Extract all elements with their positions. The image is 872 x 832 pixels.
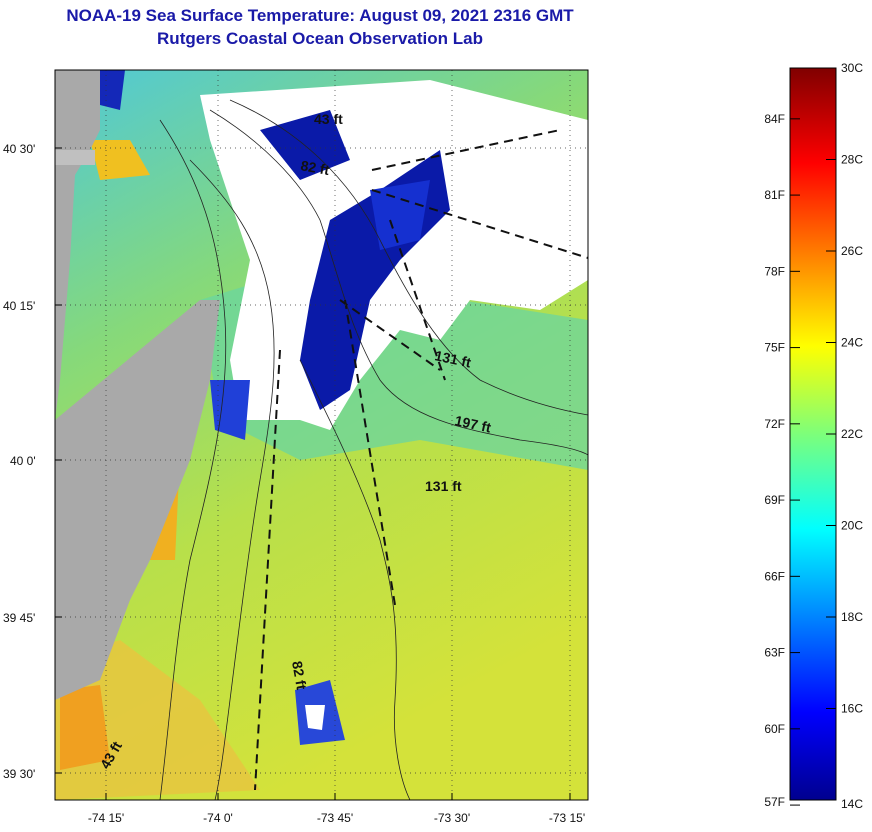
lat-label: 40 30' (3, 142, 35, 156)
depth-label: 82 ft (289, 660, 310, 691)
colorbar-fahrenheit-label: 75F (764, 341, 785, 355)
colorbar: 30C 28C 26C 24C 22C 20C 18C 16C 14C 84F 81F 78F 75F… (764, 61, 863, 811)
colorbar-fahrenheit-label: 57F (764, 795, 785, 809)
warm-water-core (60, 685, 110, 770)
depth-label: 131 ft (425, 478, 462, 494)
transect-line (371, 129, 561, 171)
colorbar-celsius-label: 26C (841, 244, 863, 258)
map-frame (54, 69, 589, 801)
contour-line (299, 359, 411, 800)
cloud-patch-offshore (305, 705, 325, 730)
lon-label: -74 15' (88, 811, 124, 825)
lon-label: -74 0' (203, 811, 233, 825)
transect-line (389, 219, 446, 381)
colorbar-fahrenheit-labels: 84F 81F 78F 75F 72F 69F 66F 63F 60F 57F (764, 112, 785, 809)
colorbar-ticks (790, 67, 836, 806)
lat-label: 40 15' (3, 299, 35, 313)
colorbar-fahrenheit-label: 69F (764, 493, 785, 507)
colorbar-celsius-label: 28C (841, 153, 863, 167)
map-subtitle: Rutgers Coastal Ocean Observation Lab (157, 29, 483, 48)
colorbar-fahrenheit-label: 84F (764, 112, 785, 126)
lon-label: -73 30' (434, 811, 470, 825)
lat-label: 39 45' (3, 611, 35, 625)
colorbar-celsius-label: 24C (841, 336, 863, 350)
colorbar-celsius-labels: 30C 28C 26C 24C 22C 20C 18C 16C 14C (841, 61, 863, 811)
contour-line (229, 99, 588, 416)
land-coast (55, 300, 220, 700)
transect-line (339, 299, 441, 371)
colorbar-fahrenheit-label: 81F (764, 188, 785, 202)
depth-label: 43 ft (314, 111, 343, 127)
contour-line (159, 119, 227, 800)
lon-label: -73 15' (549, 811, 585, 825)
transect-line (371, 189, 588, 259)
transect-lines (254, 129, 588, 791)
cold-water-nearshore (210, 380, 250, 440)
colorbar-celsius-label: 16C (841, 702, 863, 716)
colorbar-fahrenheit-label: 60F (764, 722, 785, 736)
colorbar-celsius-label: 18C (841, 610, 863, 624)
colorbar-fahrenheit-label: 66F (764, 569, 785, 583)
depth-label: 82 ft (299, 157, 330, 178)
sst-map: 43 ft 82 ft 131 ft 197 ft 131 ft 82 ft 4… (55, 70, 588, 800)
cold-water-edge (370, 180, 430, 250)
colorbar-celsius-label: 14C (841, 797, 863, 811)
colorbar-celsius-label: 22C (841, 427, 863, 441)
colorbar-celsius-label: 30C (841, 61, 863, 75)
transect-line (344, 299, 396, 606)
colorbar-celsius-label: 20C (841, 519, 863, 533)
colorbar-fahrenheit-label: 78F (764, 264, 785, 278)
land-point (55, 150, 95, 165)
warm-bay-water (90, 140, 150, 180)
lat-lon-grid (55, 70, 588, 800)
transect-line (254, 349, 281, 791)
frame-ticks (55, 147, 571, 800)
bathymetry-contours (159, 99, 588, 800)
colorbar-fahrenheit-label: 63F (764, 646, 785, 660)
depth-label: 131 ft (433, 347, 472, 370)
lon-label: -73 45' (317, 811, 353, 825)
contour-line (189, 159, 275, 800)
map-title: NOAA-19 Sea Surface Temperature: August … (66, 6, 574, 25)
lat-label: 40 0' (10, 454, 36, 468)
colorbar-fahrenheit-label: 72F (764, 417, 785, 431)
lat-label: 39 30' (3, 767, 35, 781)
depth-label: 197 ft (453, 412, 492, 435)
contour-line (209, 109, 588, 456)
